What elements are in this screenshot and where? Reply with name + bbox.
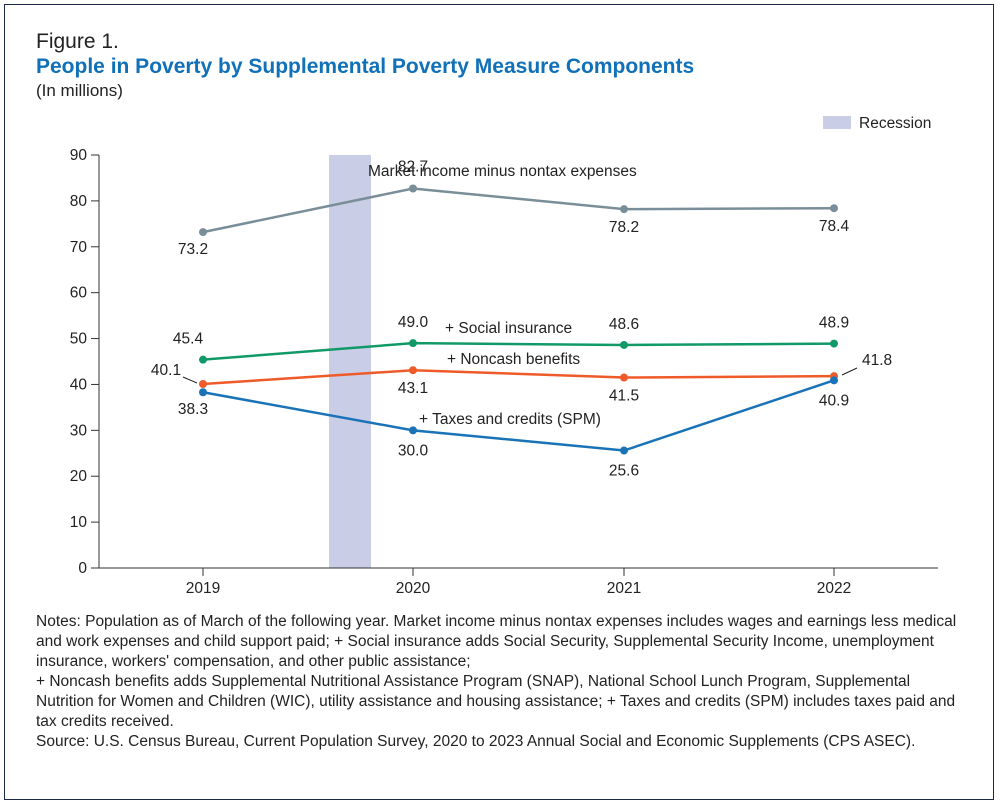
legend-recession-swatch (823, 116, 851, 129)
data-label: 41.5 (609, 388, 639, 405)
y-tick-label: 10 (70, 514, 88, 531)
axes: 0 10 20 30 40 50 60 70 80 90 2019 2020 2021 2022 (70, 147, 938, 597)
data-label: 40.9 (819, 392, 849, 409)
legend: Recession (823, 115, 931, 132)
series-line-3 (202, 379, 835, 452)
data-label: 49.0 (398, 314, 429, 331)
data-point (409, 426, 417, 435)
data-label: 82.7 (398, 158, 428, 175)
data-label: 40.1 (151, 362, 181, 379)
data-label: 48.9 (819, 315, 849, 332)
recession-band (329, 155, 371, 568)
data-point (199, 355, 207, 364)
data-label: 48.6 (609, 316, 639, 333)
data-point (199, 228, 207, 237)
x-tick-label: 2020 (396, 580, 431, 597)
data-point (620, 446, 628, 455)
data-label: 78.4 (819, 218, 850, 235)
series-name-label: + Social insurance (445, 320, 572, 337)
data-point (409, 184, 417, 193)
series-line-1 (202, 341, 835, 361)
data-point (620, 373, 628, 382)
x-tick-label: 2019 (186, 580, 220, 597)
series-name-label: + Noncash benefits (447, 351, 580, 368)
y-tick-label: 70 (70, 239, 88, 256)
data-label: 41.8 (862, 352, 892, 369)
x-tick-label: 2021 (607, 580, 641, 597)
source-text: Source: U.S. Census Bureau, Current Popu… (36, 733, 916, 750)
data-label: 73.2 (178, 241, 208, 258)
data-point (830, 376, 838, 385)
series-name-label: Market income minus nontax expenses (368, 163, 637, 180)
y-tick-label: 30 (70, 422, 88, 439)
notes: Notes: Population as of March of the fol… (36, 612, 966, 752)
data-point (830, 339, 838, 348)
data-label: 30.0 (398, 442, 429, 459)
data-label: 43.1 (398, 380, 428, 397)
series-layer (199, 184, 838, 455)
figure-title: People in Poverty by Supplemental Povert… (36, 55, 695, 78)
data-point (409, 339, 417, 348)
series-line-2 (202, 368, 835, 386)
x-tick-label: 2022 (817, 580, 851, 597)
y-tick-label: 90 (70, 147, 88, 164)
data-point (409, 366, 417, 375)
recession-band-layer (329, 155, 371, 568)
y-tick-label: 60 (70, 285, 88, 302)
y-tick-label: 20 (70, 468, 88, 485)
leader-line (182, 376, 198, 384)
data-point (620, 340, 628, 349)
data-label: 38.3 (178, 401, 208, 418)
data-point (199, 388, 207, 397)
leader-line (841, 367, 858, 376)
series-line-0 (202, 187, 835, 234)
figure-frame (4, 4, 994, 800)
y-tick-label: 50 (70, 331, 88, 348)
figure-subtitle: (In millions) (36, 81, 123, 100)
data-point (830, 204, 838, 213)
series-name-label: + Taxes and credits (SPM) (419, 411, 601, 428)
data-label: 25.6 (609, 463, 639, 480)
data-labels-layer: 73.2 82.7 78.2 78.4 45.4 49.0 48.6 48.9 40.1 43.1… (151, 158, 892, 479)
y-tick-label: 0 (78, 560, 87, 577)
legend-recession-label: Recession (859, 115, 931, 132)
y-tick-label: 40 (70, 376, 88, 393)
data-point (199, 379, 207, 388)
notes-text: Notes: Population as of March of the fol… (36, 613, 957, 670)
data-label: 45.4 (173, 331, 204, 348)
data-point (620, 205, 628, 214)
data-label: 78.2 (609, 219, 639, 236)
notes-text-continued: + Noncash benefits adds Supplemental Nut… (36, 673, 956, 730)
figure-label: Figure 1. (36, 30, 119, 53)
y-tick-label: 80 (70, 193, 88, 210)
